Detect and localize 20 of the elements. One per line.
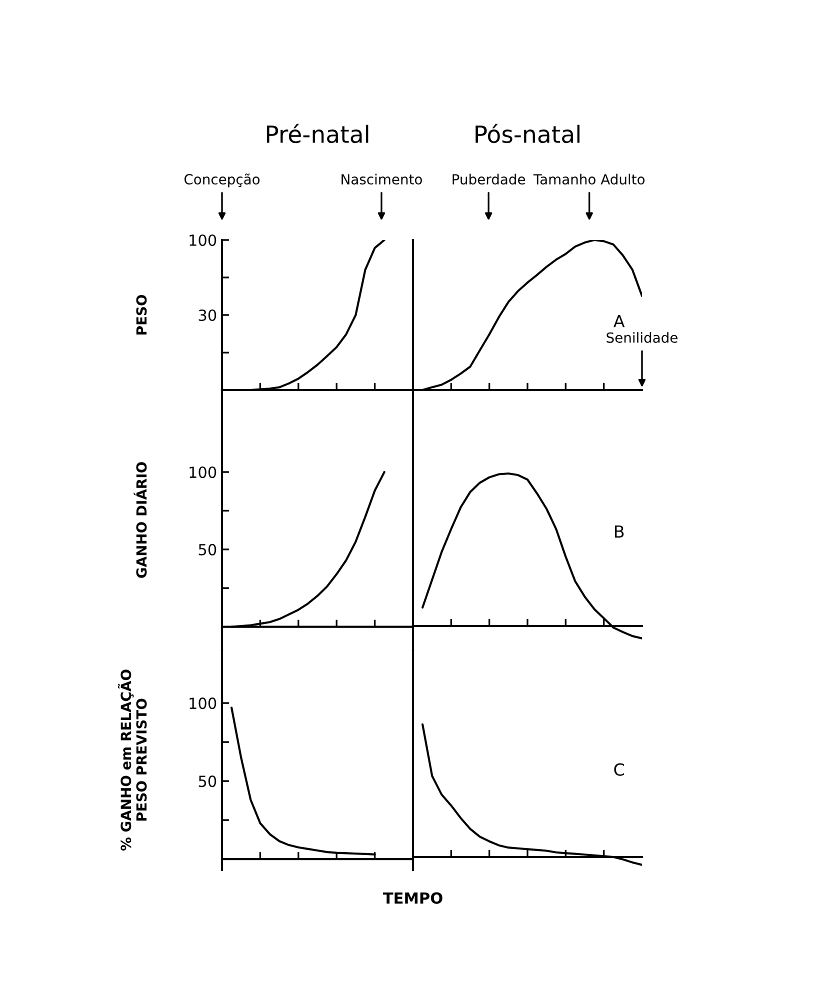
chart-title: Pré-natal xyxy=(266,124,368,144)
chart-title: Pós-natal xyxy=(476,124,580,144)
annotation: A xyxy=(614,314,625,328)
y-tick-label: 50 xyxy=(198,544,216,556)
x-axis-title: TEMPO xyxy=(382,892,442,904)
y-axis-title: PESO xyxy=(136,294,147,334)
annotation: B xyxy=(615,525,624,538)
y-tick-label: 100 xyxy=(190,234,216,246)
y-tick-label: 30 xyxy=(198,309,216,322)
annotation: Senilidade xyxy=(606,332,678,343)
y-axis-title: % GANHO em RELAÇÃO PESO PREVISTO xyxy=(118,670,147,851)
y-tick-label: 50 xyxy=(198,776,216,788)
text: Concepção xyxy=(184,174,260,188)
y-tick-label: 100 xyxy=(190,698,216,710)
y-tick-label: 100 xyxy=(190,466,216,478)
text: Tamanho Adulto xyxy=(533,174,645,185)
text: Nascimento xyxy=(342,174,422,185)
text: Puberdade xyxy=(452,174,526,185)
y-axis-title: GANHO DIÁRIO xyxy=(134,462,147,578)
annotation: C xyxy=(614,763,624,776)
